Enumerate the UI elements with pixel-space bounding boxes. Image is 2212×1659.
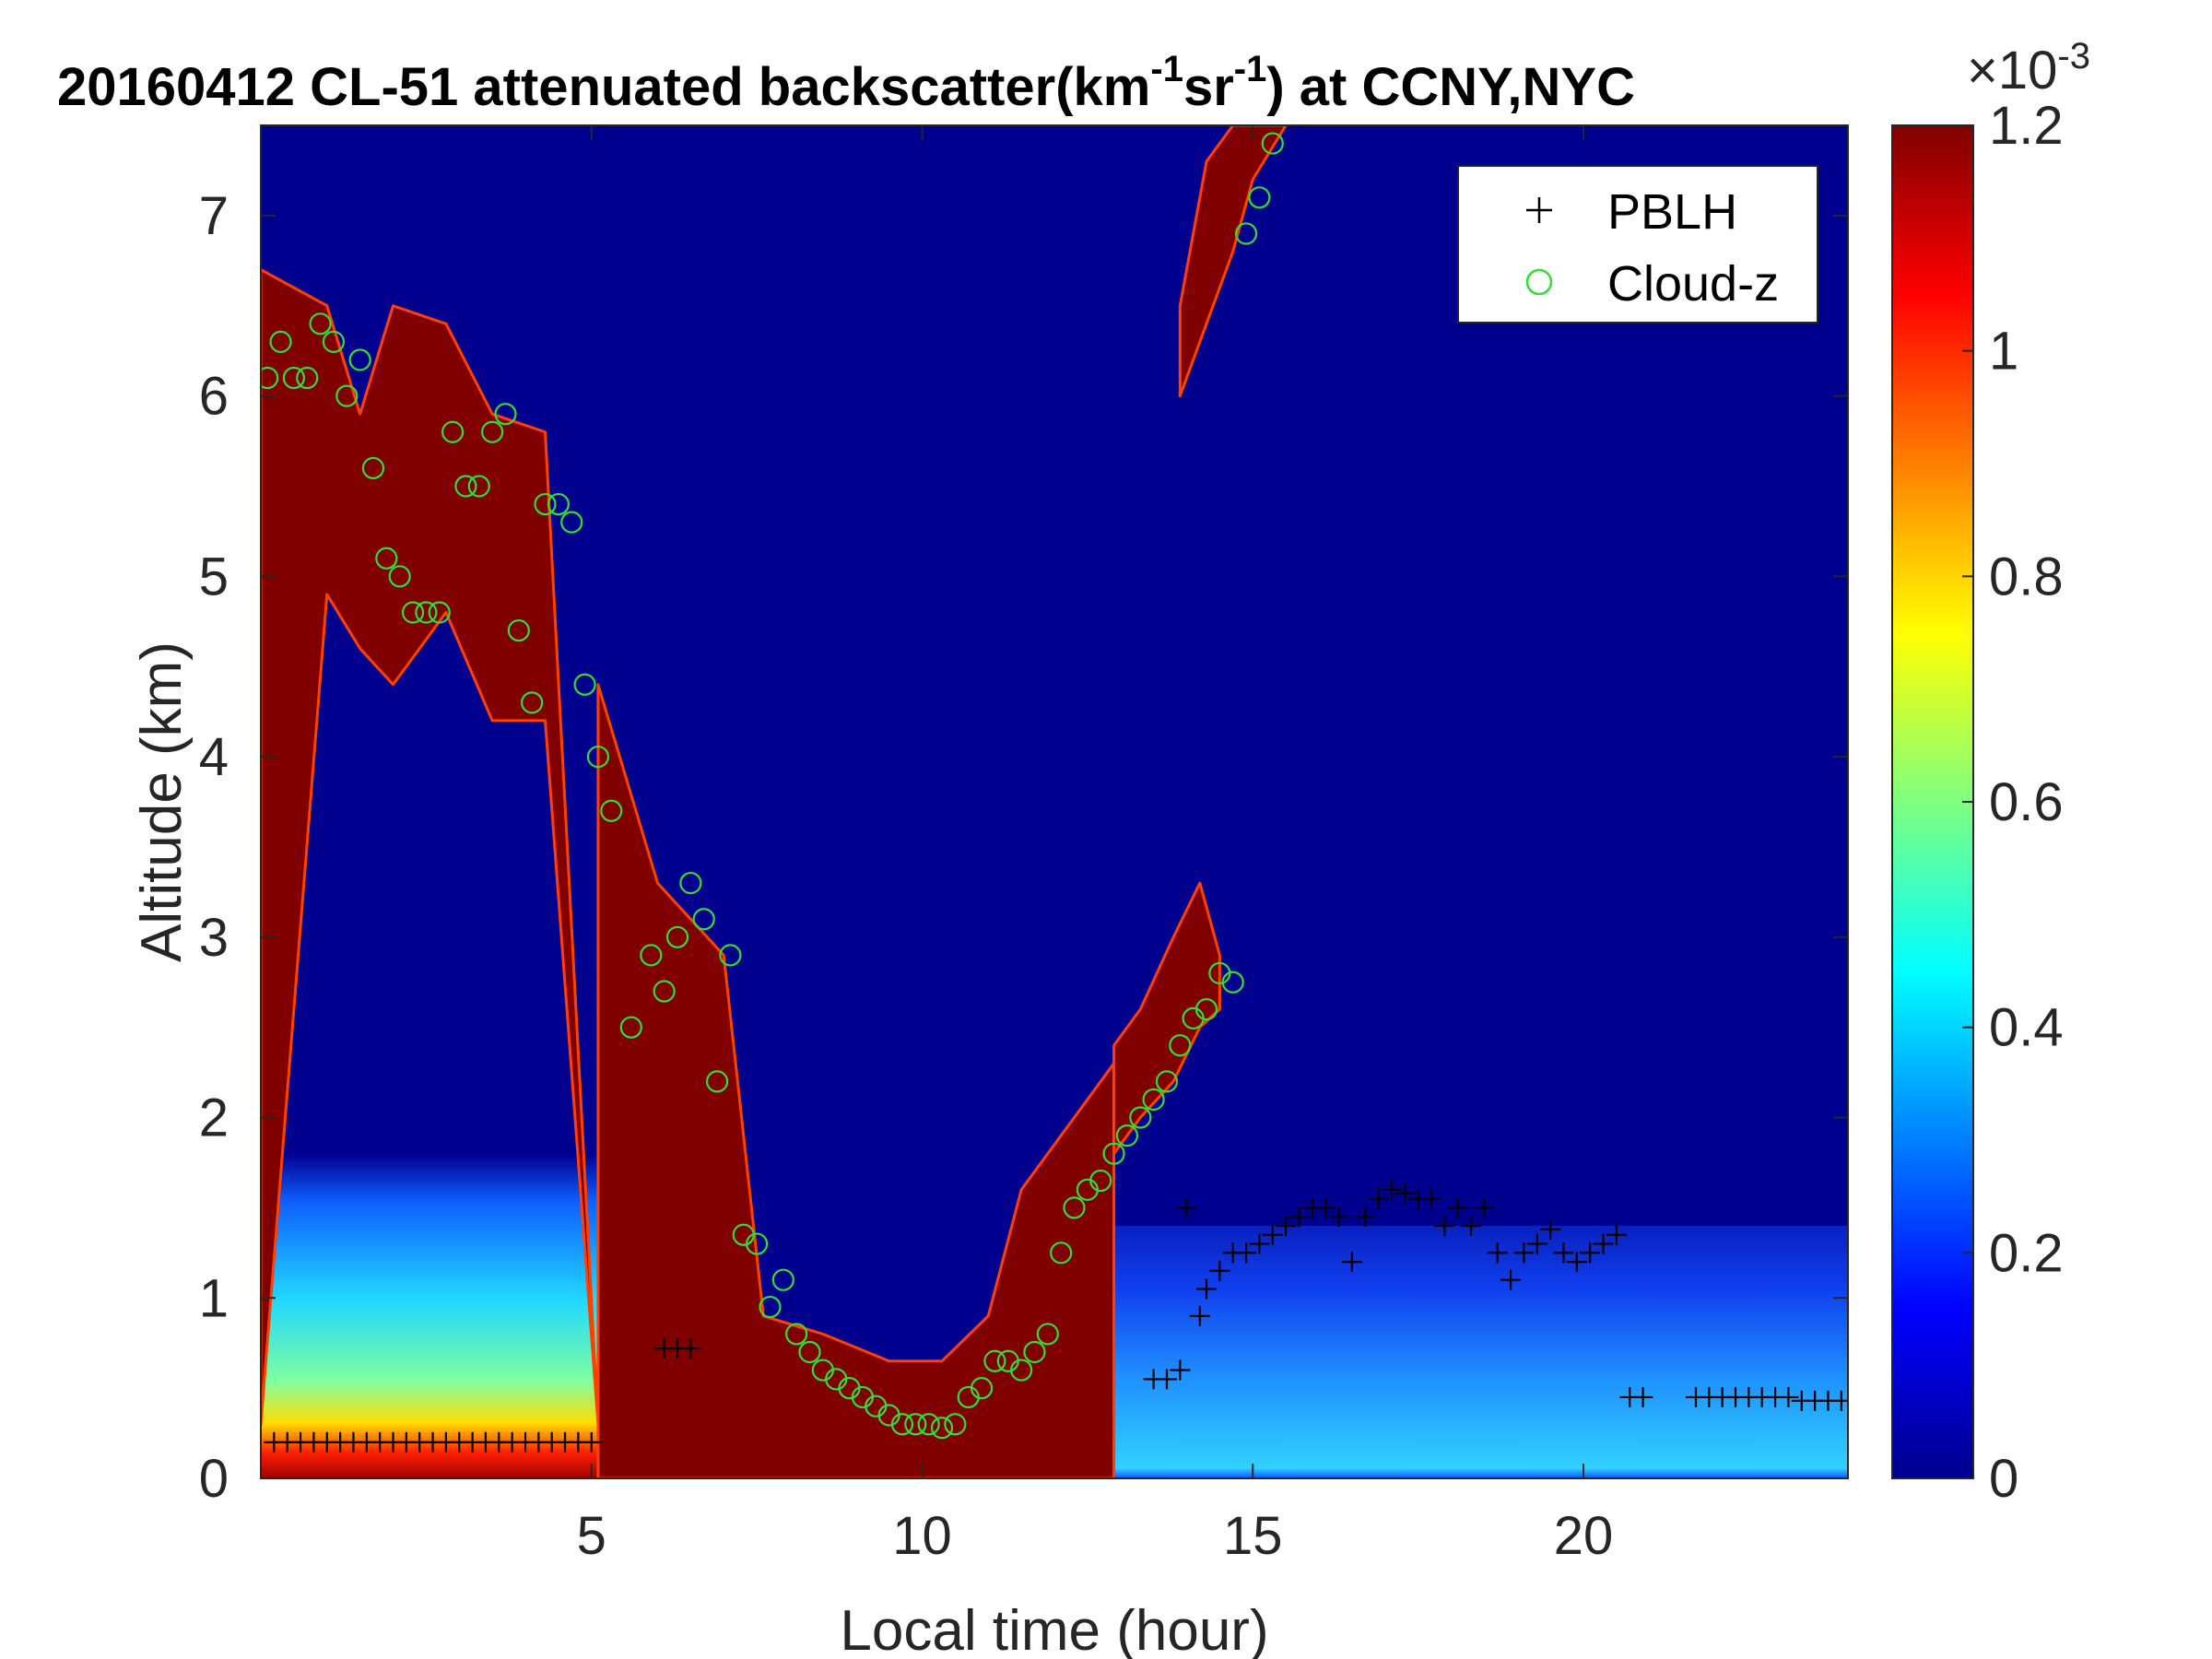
- y-tick-label: 0: [199, 1449, 229, 1509]
- aerosol-layer-1: [261, 1154, 598, 1478]
- plot-area: [257, 125, 1852, 1478]
- colorbar-tick-label: 1: [1989, 322, 2018, 382]
- colorbar-tick-label: 0.8: [1989, 547, 2064, 606]
- legend-label-pblh: PBLH: [1607, 184, 1737, 240]
- y-tick-label: 2: [199, 1088, 229, 1148]
- y-tick-label: 3: [199, 908, 229, 968]
- colorbar-tick-label: 0.4: [1989, 998, 2064, 1058]
- x-tick-label: 5: [577, 1506, 606, 1566]
- colorbar-ticks: 0 0.2 0.4 0.6 0.8 1 1.2: [1962, 96, 2064, 1509]
- y-tick-label: 5: [199, 547, 229, 606]
- legend: PBLH Cloud-z: [1458, 166, 1818, 323]
- x-axis-label: Local time (hour): [840, 1599, 1268, 1659]
- x-tick-label: 20: [1554, 1506, 1614, 1566]
- y-tick-label: 1: [199, 1268, 229, 1328]
- y-tick-label: 4: [199, 727, 229, 787]
- y-tick-label: 6: [199, 367, 229, 427]
- colorbar: 0 0.2 0.4 0.6 0.8 1 1.2 ×10-3: [1892, 36, 2090, 1509]
- y-tick-label: 7: [199, 186, 229, 246]
- chart-title: 20160412 CL-51 attenuated backscatter(km…: [57, 49, 1635, 117]
- x-tick-label: 10: [892, 1506, 952, 1566]
- colorbar-gradient: [1892, 125, 1973, 1478]
- colorbar-tick-label: 0: [1989, 1449, 2018, 1509]
- colorbar-exponent: ×10-3: [1967, 36, 2090, 100]
- colorbar-tick-label: 0.2: [1989, 1223, 2064, 1283]
- legend-label-cloud-z: Cloud-z: [1607, 256, 1779, 312]
- x-tick-label: 15: [1223, 1506, 1283, 1566]
- aerosol-layer-2: [1114, 1226, 1848, 1478]
- colorbar-tick-label: 0.6: [1989, 772, 2064, 832]
- colorbar-tick-label: 1.2: [1989, 96, 2064, 156]
- y-axis-label: Altitude (km): [130, 641, 194, 962]
